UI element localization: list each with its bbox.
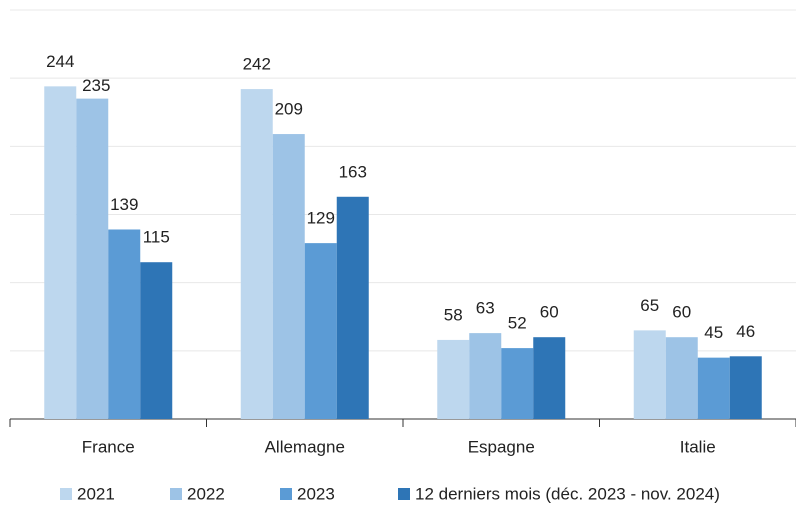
bar	[469, 333, 502, 419]
x-tick-label: Italie	[680, 437, 716, 456]
data-label: 46	[736, 322, 755, 341]
data-label: 139	[110, 195, 138, 214]
bar	[697, 357, 730, 419]
bar	[44, 86, 77, 419]
data-label: 163	[339, 162, 367, 181]
data-label: 60	[672, 303, 691, 322]
bar	[729, 356, 762, 419]
legend-label: 12 derniers mois (déc. 2023 - nov. 2024)	[415, 484, 720, 503]
bar	[533, 337, 566, 419]
data-label: 129	[307, 209, 335, 228]
x-tick-label: Allemagne	[265, 437, 345, 456]
legend-label: 2021	[77, 484, 115, 503]
bar	[437, 339, 470, 419]
data-label: 209	[275, 100, 303, 119]
bar	[665, 337, 698, 419]
x-tick-label: Espagne	[468, 437, 535, 456]
bar	[76, 98, 109, 419]
legend-swatch	[280, 488, 292, 500]
bar	[336, 196, 369, 419]
legend-swatch	[398, 488, 410, 500]
data-label: 115	[143, 228, 170, 247]
data-label: 235	[82, 76, 110, 95]
bar	[240, 89, 273, 419]
legend-swatch	[170, 488, 182, 500]
data-label: 52	[508, 314, 527, 333]
data-label: 65	[640, 296, 659, 315]
legend-label: 2023	[297, 484, 335, 503]
data-label: 244	[46, 52, 74, 71]
bar	[633, 330, 666, 419]
bar	[272, 134, 305, 419]
legend-label: 2022	[187, 484, 225, 503]
data-label: 60	[540, 303, 559, 322]
bar	[304, 243, 337, 419]
data-label: 63	[476, 299, 495, 318]
data-label: 58	[444, 305, 463, 324]
data-label: 45	[704, 323, 723, 342]
bar	[140, 262, 173, 419]
bar	[108, 229, 141, 419]
bar	[501, 348, 534, 419]
legend-swatch	[60, 488, 72, 500]
x-tick-label: France	[82, 437, 135, 456]
data-label: 242	[243, 55, 271, 74]
